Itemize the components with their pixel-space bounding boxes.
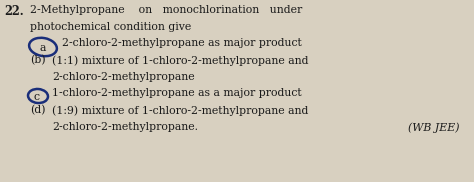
Text: (d): (d) (30, 105, 46, 115)
Text: 1-chloro-2-methylpropane as a major product: 1-chloro-2-methylpropane as a major prod… (52, 88, 301, 98)
Text: (b): (b) (30, 55, 46, 65)
Text: 2-chloro-2-methylpropane as major product: 2-chloro-2-methylpropane as major produc… (62, 38, 302, 48)
Text: c: c (34, 92, 40, 102)
Text: 2-chloro-2-methylpropane.: 2-chloro-2-methylpropane. (52, 122, 198, 132)
Text: 2-chloro-2-methylpropane: 2-chloro-2-methylpropane (52, 72, 195, 82)
Text: 2-Methylpropane    on   monochlorination   under: 2-Methylpropane on monochlorination unde… (30, 5, 302, 15)
Text: (1:9) mixture of 1-chloro-2-methylpropane and: (1:9) mixture of 1-chloro-2-methylpropan… (52, 105, 309, 116)
Text: (WB JEE): (WB JEE) (409, 122, 460, 132)
Text: a: a (40, 43, 46, 53)
Text: 22.: 22. (4, 5, 24, 18)
Text: (1:1) mixture of 1-chloro-2-methylpropane and: (1:1) mixture of 1-chloro-2-methylpropan… (52, 55, 309, 66)
Text: photochemical condition give: photochemical condition give (30, 22, 191, 32)
